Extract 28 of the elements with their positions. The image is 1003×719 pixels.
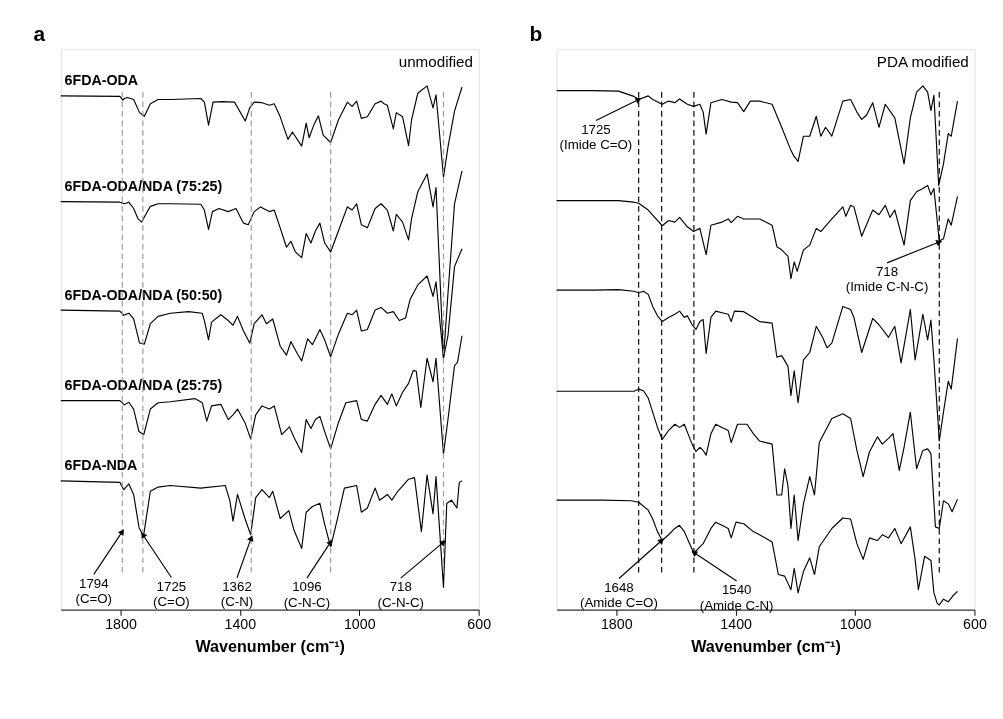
annotation: 1096 (C-N-C) [283, 579, 331, 610]
chart-title: b [529, 21, 543, 45]
annotation: 718 (Imide C-N-C) [845, 264, 929, 295]
text: unmodified [398, 53, 474, 71]
series-label: 6FDA-ODA/NDA (25:75) [64, 377, 223, 394]
x-axis-title: Wavenumber (cm⁻¹) [691, 636, 841, 655]
annotation: 718 (C-N-C) [377, 579, 424, 610]
x-tick-label: 1400 [224, 616, 257, 633]
annotation: 1794 (C=O) [75, 575, 113, 606]
x-tick-label: 1800 [105, 616, 137, 633]
series-label: 6FDA-ODA/NDA (75:25) [64, 178, 223, 195]
x-tick-label: 600 [467, 616, 492, 633]
x-axis-title: Wavenumber (cm⁻¹) [195, 636, 345, 655]
chart-title: a [33, 21, 46, 45]
series-label: 6FDA-NDA [64, 457, 138, 474]
annotation: 1540 (Amide C-N) [699, 582, 774, 613]
x-tick-label: 600 [963, 616, 987, 633]
annotation: 1648 (Amide C=O) [579, 579, 658, 610]
annotation: 1362 (C-N) [220, 579, 254, 610]
text: PDA modified [876, 53, 969, 71]
series-label: 6FDA-ODA [64, 72, 139, 89]
x-tick-label: 1000 [839, 616, 872, 633]
series-label: 6FDA-ODA/NDA (50:50) [64, 286, 223, 303]
x-tick-label: 1400 [720, 616, 753, 633]
x-tick-label: 1800 [600, 616, 633, 633]
annotation: 1725 (C=O) [153, 578, 190, 609]
x-tick-label: 1000 [343, 616, 376, 633]
annotation: 1725 (Imide C=O) [559, 121, 633, 152]
